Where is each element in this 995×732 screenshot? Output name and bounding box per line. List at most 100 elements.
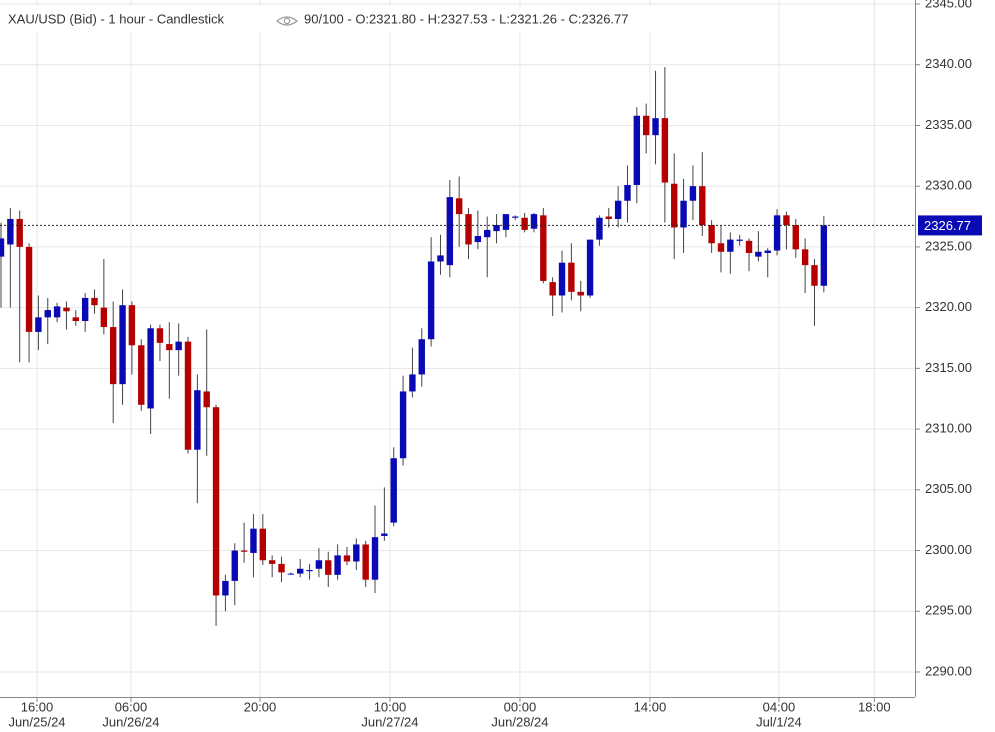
candle-body [671,183,678,228]
candle-body [44,310,51,318]
candle-body [558,262,566,296]
x-tick-label: 16:00 [21,699,54,714]
candle-body [652,118,659,136]
x-tick-label: 00:00 [504,699,537,714]
candle-body [773,215,781,251]
candle-body [783,215,790,226]
candle-body [493,225,500,232]
candle-body [708,225,715,244]
candle-body [605,216,612,219]
candle-body [184,341,192,450]
candle-body [110,327,117,385]
x-tick-date: Jun/26/24 [102,714,159,729]
candle-body [297,568,304,574]
y-tick-label: 2325.00 [925,238,972,253]
candle-body [72,317,80,321]
x-tick-label: 06:00 [115,699,148,714]
y-tick-label: 2345.00 [925,0,972,10]
candle-body [231,550,238,581]
candle-body [147,328,154,409]
candle-body [212,407,220,596]
candle-body [642,115,650,136]
candle-body [661,118,669,183]
candle-body [568,262,575,292]
candle-body [465,214,472,245]
candle-body [418,339,425,375]
candle-body [240,550,248,552]
eye-icon [276,16,298,26]
candle-body [166,344,173,351]
candle-body [540,215,547,281]
candle-body [203,391,210,408]
candle-body [362,544,369,580]
candle-body [530,214,538,229]
candle-body [484,229,491,238]
candle-body [437,255,444,262]
header-bg [0,6,705,32]
candle-body [325,560,332,575]
candle-body [7,218,14,245]
candle-body [549,282,556,296]
y-tick-label: 2335.00 [925,117,972,132]
last-price-box [918,215,982,236]
candle-body [194,390,201,450]
candle-body [614,200,622,219]
candle-body [474,235,482,243]
candle-body [633,115,641,185]
grid [0,0,915,697]
candle-body [278,563,285,573]
candle-body [259,528,267,561]
candle-body [446,197,454,266]
candle-body [521,217,528,230]
candle-body [53,306,61,318]
y-tick-label: 2295.00 [925,603,972,618]
candle-body [100,307,108,328]
candle-body [16,218,23,247]
candle-body [222,580,229,596]
candle-body [343,555,351,562]
candle-body [717,243,725,252]
candle-body [128,305,136,346]
candle-body [792,225,799,250]
candle-body [63,307,70,312]
y-tick-label: 2340.00 [925,56,972,71]
candle-body [455,198,463,215]
candle-body [409,374,416,392]
candle-body [306,569,313,572]
x-tick-label: 10:00 [374,699,407,714]
candle-body [268,560,276,564]
candle-body [353,544,360,562]
candle-body [371,537,379,580]
candle-body [81,297,89,321]
candle-body [820,225,828,286]
candle-body [699,186,706,226]
y-tick-label: 2310.00 [925,421,972,436]
candle-body [512,216,519,218]
candle-body [727,239,734,252]
candle-body [624,184,631,201]
x-tick-label: 20:00 [244,699,277,714]
x-tick-date: Jun/25/24 [8,714,65,729]
candle-body [334,555,341,575]
candle-body [156,328,164,343]
x-tick-date: Jun/27/24 [361,714,418,729]
candle-body [745,240,753,253]
candle-body [250,528,257,553]
candle-body [175,341,182,351]
x-tick-date: Jun/28/24 [491,714,548,729]
y-tick-label: 2300.00 [925,542,972,557]
candle-body [736,239,743,241]
y-tick-label: 2320.00 [925,299,972,314]
y-tick-label: 2330.00 [925,178,972,193]
y-tick-label: 2290.00 [925,663,972,678]
candle-body [502,214,510,230]
candle-body [680,200,687,228]
ohlc-readout: 90/100 - O:2321.80 - H:2327.53 - L:2321.… [304,11,629,26]
candle-body [811,265,818,286]
candle-body [689,186,697,201]
candle-body [399,391,407,459]
x-tick-label: 04:00 [763,699,796,714]
candle-body [119,305,126,385]
candle-body [596,217,603,240]
